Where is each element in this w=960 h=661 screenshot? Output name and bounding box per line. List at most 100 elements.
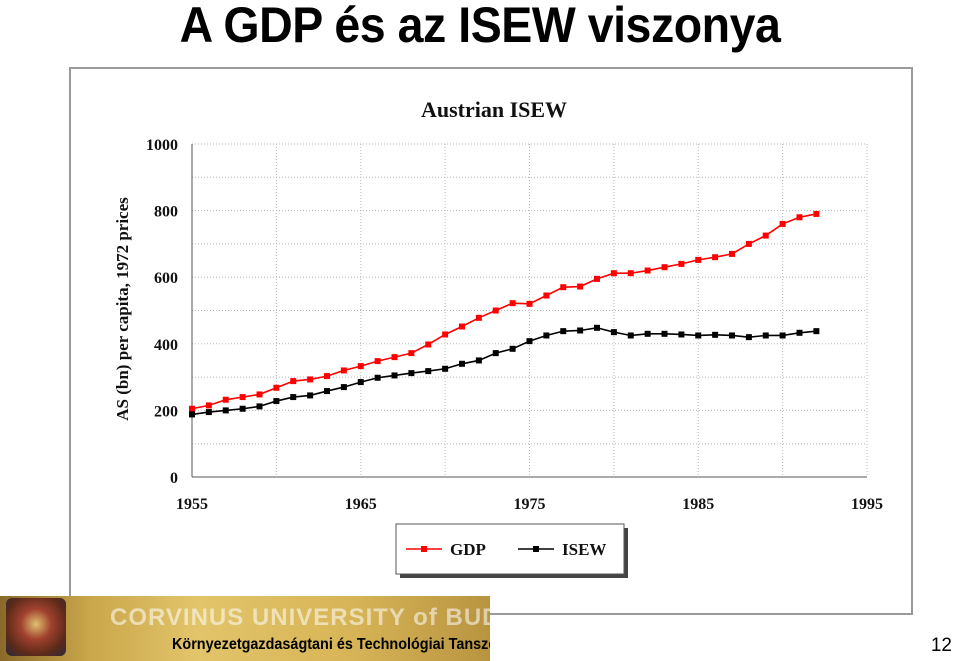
data-point-isew bbox=[374, 374, 381, 381]
data-point-isew bbox=[661, 330, 668, 337]
data-point-gdp bbox=[357, 363, 364, 370]
grid bbox=[191, 143, 868, 478]
data-point-gdp bbox=[762, 232, 769, 239]
data-point-isew bbox=[340, 384, 347, 391]
data-point-gdp bbox=[813, 210, 820, 217]
data-point-gdp bbox=[577, 283, 584, 290]
data-point-isew bbox=[729, 332, 735, 339]
series-line-gdp bbox=[191, 213, 817, 410]
data-point-isew bbox=[813, 328, 820, 335]
data-point-isew bbox=[324, 388, 330, 395]
data-point-isew bbox=[357, 379, 364, 386]
axes: 0 200 400 600 800 1000 1955 1965 1975 1985 1995 bbox=[146, 137, 883, 513]
data-point-gdp bbox=[391, 354, 398, 361]
data-point-gdp bbox=[695, 256, 702, 263]
chart-frame: 0 200 400 600 800 1000 1955 1965 1975 1985 1995 Au… bbox=[69, 67, 913, 615]
data-point-isew bbox=[391, 372, 398, 379]
data-point-isew bbox=[644, 330, 651, 337]
department-name: Környezetgazdaságtani és Technológiai Ta… bbox=[172, 636, 490, 653]
data-point-isew bbox=[526, 338, 533, 345]
data-point-gdp bbox=[644, 267, 651, 274]
data-point-gdp bbox=[459, 323, 465, 330]
data-point-isew bbox=[594, 324, 600, 331]
data-point-gdp bbox=[475, 314, 482, 321]
austrian-isew-chart: 0 200 400 600 800 1000 1955 1965 1975 1985 1995 Au… bbox=[113, 97, 883, 578]
data-point-gdp bbox=[560, 284, 567, 291]
data-point-isew bbox=[273, 398, 280, 405]
data-point-gdp bbox=[779, 220, 786, 227]
y-tick-label: 600 bbox=[154, 270, 178, 287]
x-tick-label: 1975 bbox=[514, 496, 546, 513]
data-point-gdp bbox=[239, 394, 246, 401]
y-tick-label: 400 bbox=[154, 337, 178, 354]
data-point-gdp bbox=[492, 307, 499, 314]
university-crest-icon bbox=[6, 598, 66, 656]
footer-banner: CORVINUS UNIVERSITY of BUDAPEST Környeze… bbox=[0, 596, 490, 661]
data-point-isew bbox=[239, 405, 246, 412]
data-point-isew bbox=[712, 331, 719, 338]
data-point-isew bbox=[222, 407, 229, 414]
y-axis-label: AS (bn) per capita, 1972 prices bbox=[113, 197, 132, 421]
y-tick-label: 0 bbox=[170, 470, 178, 487]
data-point-gdp bbox=[509, 300, 516, 307]
legend-label-gdp: GDP bbox=[450, 540, 486, 559]
x-tick-label: 1965 bbox=[345, 496, 377, 513]
page-number: 12 bbox=[930, 635, 952, 656]
data-point-gdp bbox=[729, 250, 735, 257]
data-point-isew bbox=[475, 357, 482, 364]
series-line-isew bbox=[191, 327, 817, 416]
data-point-gdp bbox=[594, 275, 600, 282]
data-point-gdp bbox=[745, 240, 752, 247]
data-point-isew bbox=[745, 334, 752, 341]
data-point-isew bbox=[509, 345, 516, 352]
data-point-isew bbox=[695, 332, 702, 339]
x-tick-label: 1995 bbox=[851, 496, 883, 513]
chart-title: Austrian ISEW bbox=[421, 97, 567, 122]
data-point-isew bbox=[307, 392, 314, 399]
data-point-gdp bbox=[678, 260, 685, 267]
data-point-isew bbox=[543, 332, 550, 339]
data-point-isew bbox=[796, 329, 803, 336]
data-point-isew bbox=[256, 403, 263, 410]
data-point-isew bbox=[762, 332, 769, 339]
y-tick-label: 800 bbox=[154, 204, 178, 221]
data-point-gdp bbox=[712, 254, 719, 261]
data-point-isew bbox=[560, 328, 567, 335]
data-point-gdp bbox=[222, 396, 229, 403]
legend: GDP ISEW bbox=[395, 523, 628, 578]
slide-title: A GDP és az ISEW viszonya bbox=[179, 0, 781, 53]
data-point-gdp bbox=[661, 264, 668, 271]
data-point-isew bbox=[459, 360, 465, 367]
data-point-gdp bbox=[273, 384, 280, 391]
data-point-isew bbox=[408, 370, 415, 377]
data-point-isew bbox=[779, 332, 786, 339]
data-point-isew bbox=[577, 327, 584, 334]
data-point-gdp bbox=[340, 367, 347, 374]
data-point-gdp bbox=[205, 402, 212, 409]
data-point-isew bbox=[189, 411, 195, 418]
data-point-gdp bbox=[543, 292, 550, 299]
data-point-gdp bbox=[307, 376, 314, 383]
data-point-isew bbox=[205, 409, 212, 416]
data-point-isew bbox=[442, 365, 449, 372]
data-point-gdp bbox=[442, 331, 449, 338]
data-point-gdp bbox=[374, 358, 381, 365]
x-tick-label: 1955 bbox=[176, 496, 208, 513]
data-point-gdp bbox=[526, 300, 533, 307]
data-point-isew bbox=[678, 331, 685, 338]
data-point-isew bbox=[425, 368, 432, 375]
data-point-gdp bbox=[256, 391, 263, 398]
data-point-isew bbox=[627, 332, 634, 339]
data-point-isew bbox=[290, 394, 297, 401]
university-name: CORVINUS UNIVERSITY of BUDAPEST bbox=[110, 604, 490, 631]
legend-swatch-marker bbox=[421, 546, 427, 552]
data-point-gdp bbox=[610, 270, 617, 277]
data-point-gdp bbox=[796, 214, 803, 221]
data-point-gdp bbox=[425, 341, 432, 348]
series-layer bbox=[189, 210, 820, 418]
legend-swatch-marker bbox=[533, 546, 539, 552]
data-point-gdp bbox=[408, 350, 415, 357]
data-point-isew bbox=[610, 329, 617, 336]
legend-label-isew: ISEW bbox=[562, 540, 606, 559]
y-tick-label: 200 bbox=[154, 403, 178, 420]
